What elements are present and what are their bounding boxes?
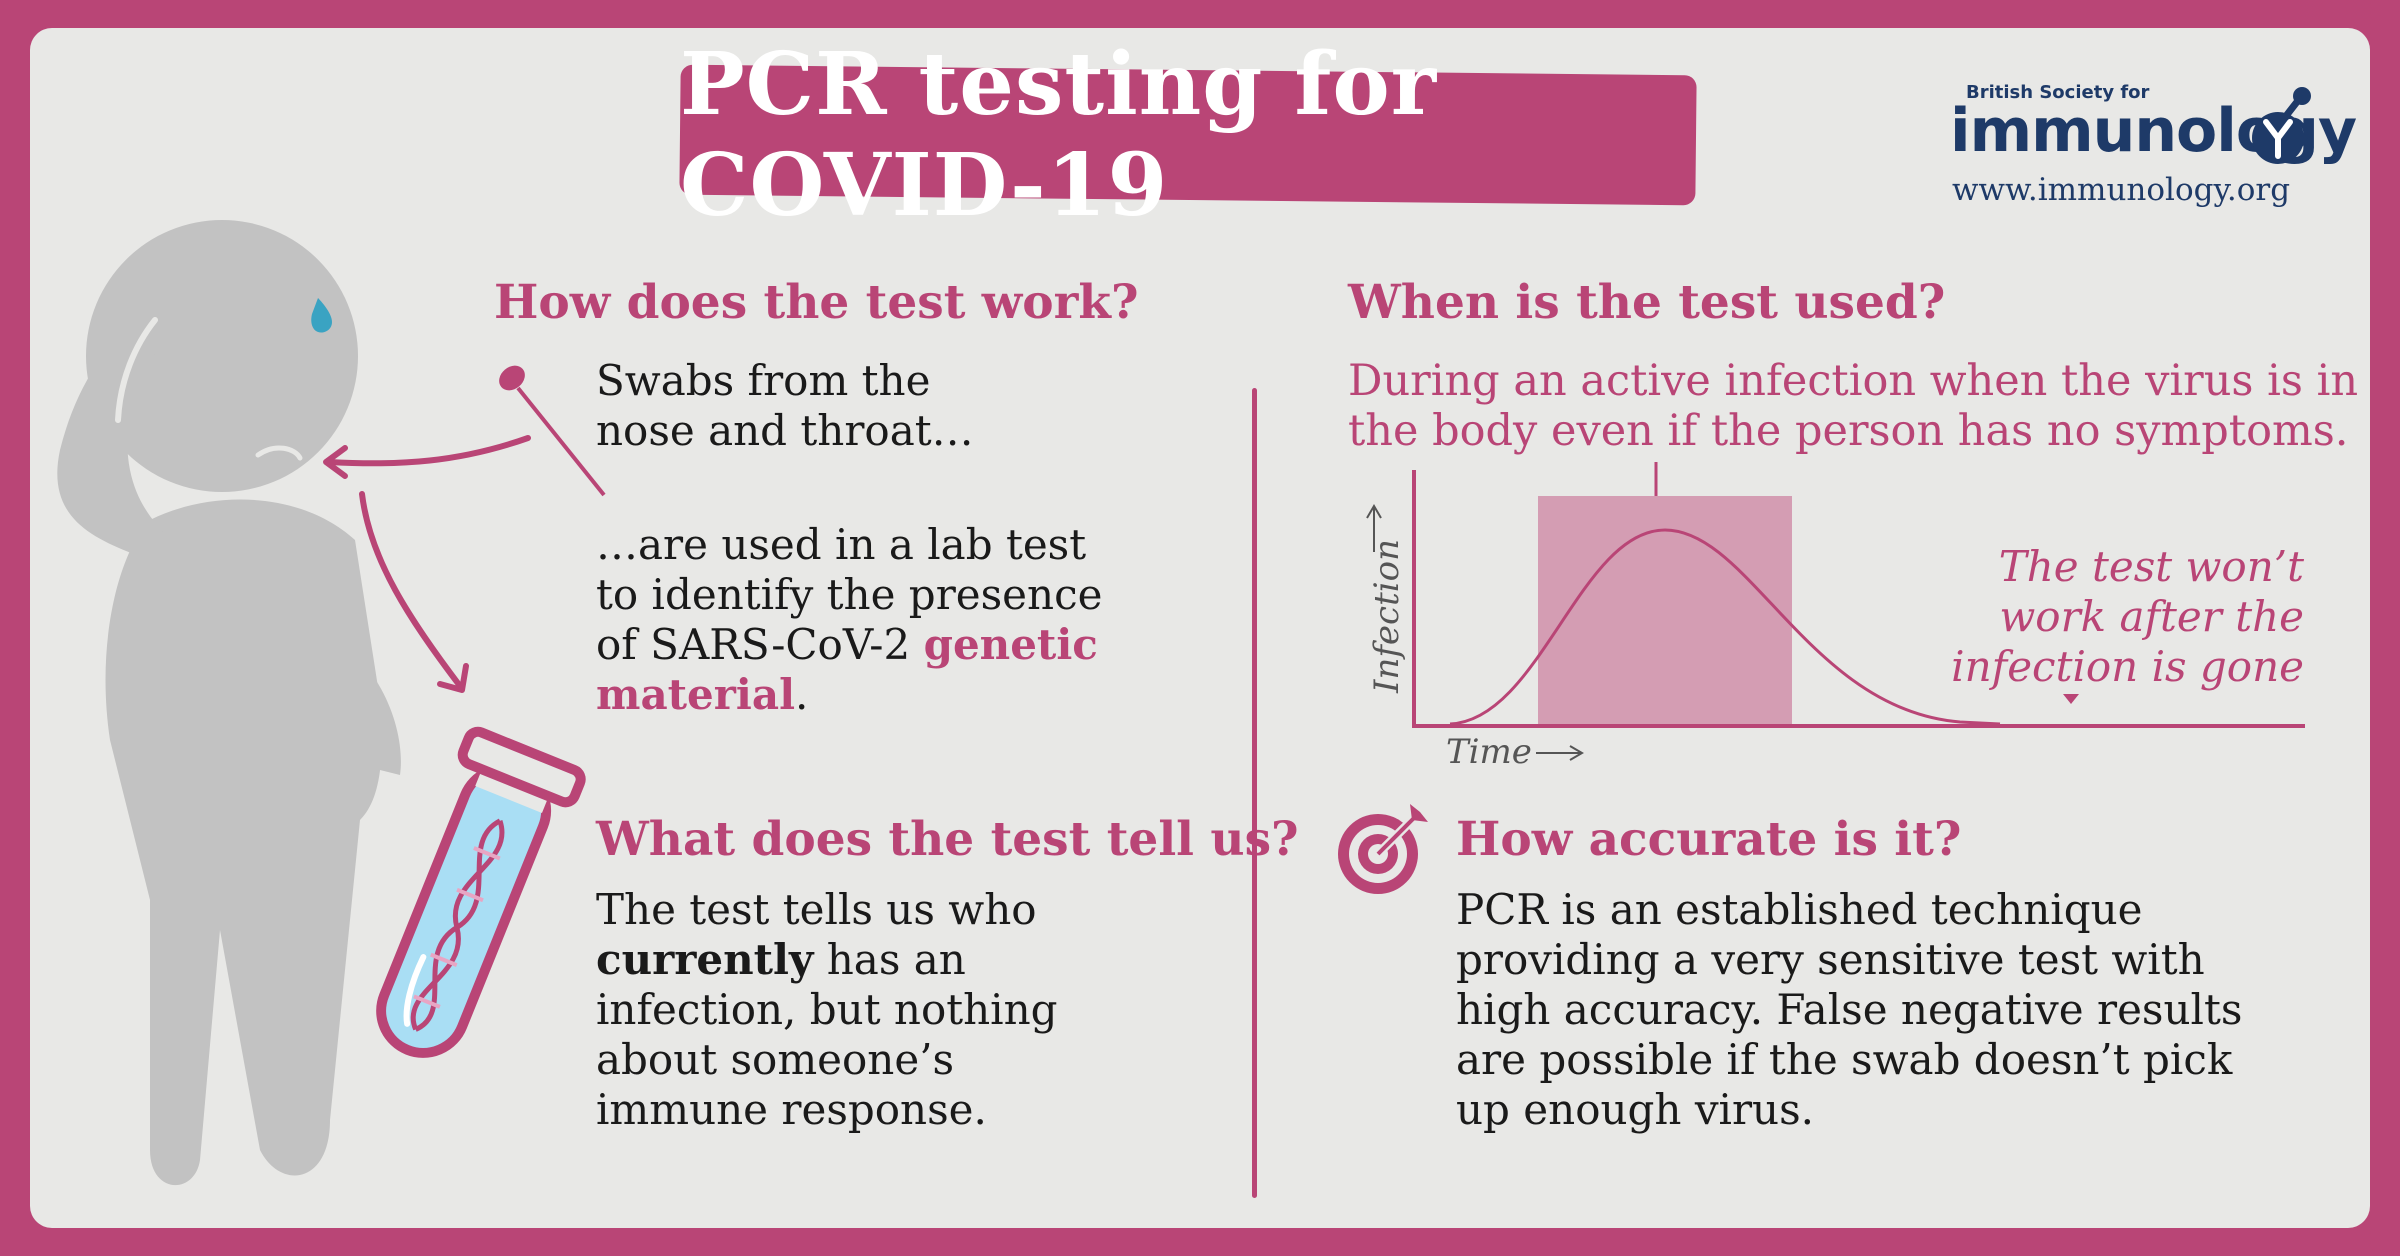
test-limit-note: The test won’t work after the infection … (1951, 542, 2304, 692)
person-arm (57, 318, 191, 560)
note-line-3: infection is gone (1951, 642, 2304, 691)
lab-line-2: to identify the presence (596, 570, 1103, 619)
logo-y-icon (2252, 87, 2311, 164)
when-line-1: During an active infection when the viru… (1348, 356, 2359, 406)
y-axis-arrow (1366, 504, 1382, 552)
lab-line-3-text: of SARS-CoV-2 (596, 620, 924, 669)
tube-cap (457, 726, 586, 808)
accuracy-line-2: providing a very sensitive test with (1456, 935, 2205, 984)
infection-curve (1449, 528, 2001, 726)
arrow-to-tube (359, 491, 463, 689)
person-head (86, 220, 358, 492)
accuracy-line-4: are possible if the swab doesn’t pick (1456, 1035, 2233, 1084)
accuracy-line-3: high accuracy. False negative results (1456, 985, 2243, 1034)
page-title: PCR testing for COVID-19 (680, 34, 1438, 236)
swab-line-1: Swabs from the (596, 356, 931, 405)
tell-line-3: infection, but nothing (596, 985, 1058, 1034)
test-tells-text: The test tells us who currently has an i… (596, 885, 1058, 1135)
x-axis-label: Time (1446, 732, 1532, 772)
lab-line-4: material. (596, 670, 1102, 720)
note-line-1: The test won’t (1998, 542, 2304, 591)
website-url: www.immunology.org (1951, 172, 2291, 208)
currently-emphasis: currently (596, 935, 814, 984)
swab-text: Swabs from the nose and throat… (596, 356, 974, 456)
person-arm-right (330, 640, 401, 775)
person-illustration (57, 220, 606, 1186)
title-banner: PCR testing for COVID-19 (679, 34, 1697, 236)
swab-line-2: nose and throat… (596, 406, 974, 455)
test-tells-heading: What does the test tell us? (596, 812, 1299, 867)
when-used-heading: When is the test used? (1348, 275, 1946, 330)
when-line-2: the body even if the person has no sympt… (1348, 406, 2349, 456)
swab-stick (516, 386, 606, 497)
arrow-to-mouth (327, 435, 531, 467)
how-test-works-heading: How does the test work? (494, 275, 1139, 330)
when-used-text: During an active infection when the viru… (1348, 356, 2358, 456)
tell-line-1: The test tells us who (596, 885, 1037, 934)
material-emphasis: material (596, 670, 796, 719)
swab-tip (499, 365, 525, 391)
sweat-drop (311, 298, 332, 333)
accuracy-text: PCR is an established technique providin… (1456, 885, 2242, 1135)
genetic-emphasis: genetic (923, 620, 1098, 669)
tell-line-4: about someone’s (596, 1035, 955, 1084)
test-window-box (1538, 496, 1792, 724)
accuracy-line-1: PCR is an established technique (1456, 885, 2143, 934)
target-icon (1338, 804, 1428, 894)
bsi-logo: British Society for immunology (1950, 82, 2357, 212)
infection-chart (1366, 462, 2305, 761)
lab-line-1: …are used in a lab test (596, 520, 1087, 569)
lab-line-3: of SARS-CoV-2 genetic (596, 620, 1102, 670)
accuracy-heading: How accurate is it? (1456, 812, 1962, 867)
tell-line-2: currently has an (596, 935, 1058, 985)
test-tube-illustration (376, 726, 586, 1058)
accuracy-line-5: up enough virus. (1456, 1085, 1815, 1134)
tell-line-2-rest: has an (813, 935, 966, 984)
logo-small-text: British Society for (1966, 82, 2150, 103)
lab-line-4-period: . (795, 670, 809, 719)
lab-test-text: …are used in a lab test to identify the … (596, 520, 1102, 720)
note-pointer (2063, 694, 2079, 704)
x-axis-arrow (1536, 745, 1584, 761)
person-body (105, 499, 382, 1186)
y-axis-label: Infection (1366, 539, 1407, 693)
note-line-2: work after the (1999, 592, 2304, 641)
column-divider (1252, 388, 1257, 1198)
tell-line-5: immune response. (596, 1085, 987, 1134)
